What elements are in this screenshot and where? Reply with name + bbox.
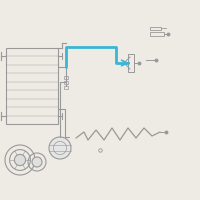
Circle shape bbox=[32, 157, 42, 167]
Bar bbox=[150, 32, 164, 36]
Circle shape bbox=[14, 154, 26, 166]
Bar bbox=[64, 76, 68, 79]
Circle shape bbox=[49, 137, 71, 159]
Bar bbox=[150, 27, 161, 30]
Bar bbox=[128, 54, 134, 72]
Bar bbox=[64, 86, 68, 89]
Bar bbox=[64, 81, 68, 84]
Bar bbox=[6, 48, 58, 124]
